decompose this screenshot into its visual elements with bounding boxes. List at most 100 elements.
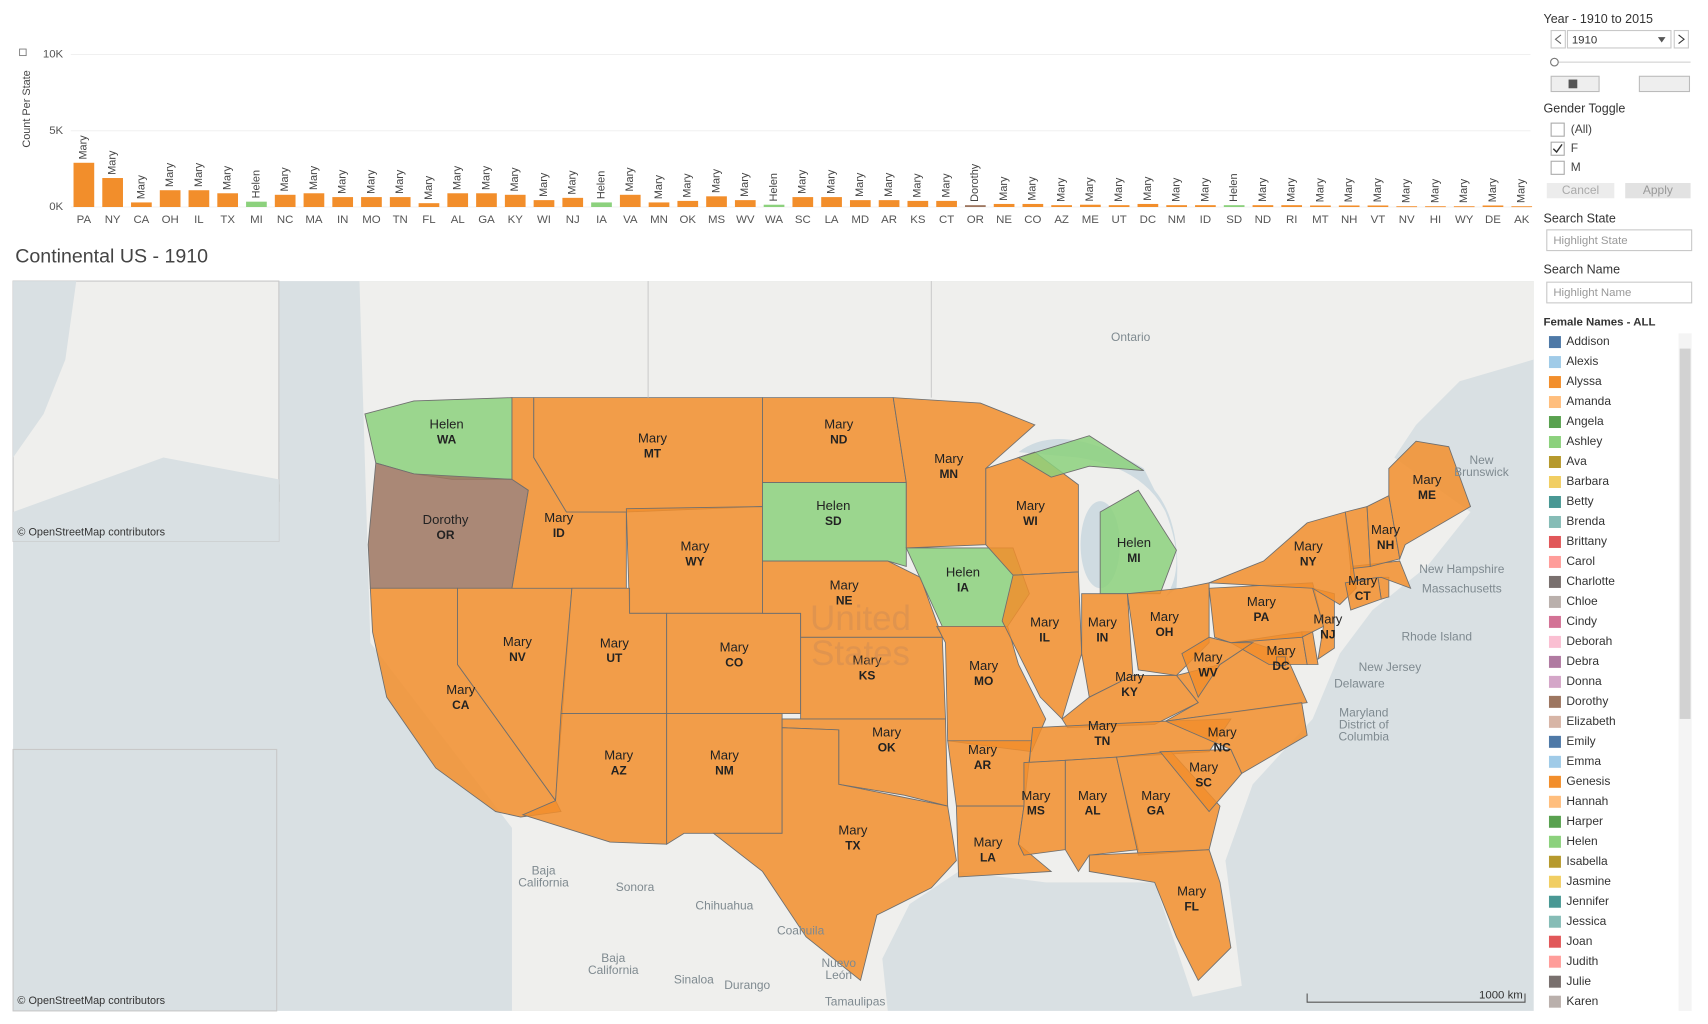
legend-label[interactable]: Brittany bbox=[1566, 534, 1607, 548]
legend-label[interactable]: Ashley bbox=[1566, 434, 1602, 448]
search-name-input[interactable] bbox=[1546, 281, 1693, 304]
state-shape[interactable] bbox=[1099, 489, 1177, 595]
legend-label[interactable]: Jasmine bbox=[1566, 874, 1611, 888]
checkbox[interactable] bbox=[1550, 141, 1565, 156]
state-shape[interactable] bbox=[1344, 576, 1382, 611]
slider-handle[interactable] bbox=[1550, 57, 1559, 67]
legend-swatch[interactable] bbox=[1548, 935, 1561, 948]
state-shape[interactable] bbox=[1017, 435, 1144, 478]
legend-label[interactable]: Charlotte bbox=[1566, 574, 1615, 588]
checkbox[interactable] bbox=[1550, 122, 1565, 137]
legend-swatch[interactable] bbox=[1548, 775, 1561, 788]
state-shape[interactable] bbox=[1208, 511, 1357, 606]
checkbox[interactable] bbox=[1550, 160, 1565, 175]
legend-label[interactable]: Judith bbox=[1566, 954, 1598, 968]
legend-swatch[interactable] bbox=[1548, 675, 1561, 688]
next-year[interactable] bbox=[1673, 29, 1689, 49]
legend-swatch[interactable] bbox=[1548, 595, 1561, 608]
legend-swatch[interactable] bbox=[1548, 915, 1561, 928]
legend-label[interactable]: Chloe bbox=[1566, 594, 1598, 608]
legend-label[interactable]: Alexis bbox=[1566, 354, 1598, 368]
legend-swatch[interactable] bbox=[1548, 895, 1561, 908]
legend-label[interactable]: Genesis bbox=[1566, 774, 1610, 788]
legend-label[interactable]: Dorothy bbox=[1566, 694, 1608, 708]
state-code-label: TX bbox=[845, 839, 860, 853]
legend-swatch[interactable] bbox=[1548, 376, 1561, 389]
legend-label[interactable]: Emma bbox=[1566, 754, 1601, 768]
legend-label[interactable]: Joan bbox=[1566, 934, 1592, 948]
legend-swatch[interactable] bbox=[1548, 835, 1561, 848]
legend-label[interactable]: Jennifer bbox=[1566, 894, 1609, 908]
legend-label[interactable]: Jessica bbox=[1566, 914, 1606, 928]
bar bbox=[1166, 205, 1187, 207]
legend-swatch[interactable] bbox=[1548, 795, 1561, 808]
legend-swatch[interactable] bbox=[1548, 535, 1561, 548]
prev-year[interactable] bbox=[1550, 29, 1566, 49]
cancel-button[interactable] bbox=[1546, 183, 1615, 199]
search-state-input[interactable] bbox=[1546, 229, 1693, 252]
legend-label[interactable]: Alyssa bbox=[1566, 374, 1602, 388]
legend-label[interactable]: Hannah bbox=[1566, 794, 1608, 808]
x-tick-label: AL bbox=[451, 214, 465, 226]
legend-swatch[interactable] bbox=[1548, 456, 1561, 468]
legend-swatch[interactable] bbox=[1548, 436, 1561, 449]
legend-label[interactable]: Addison bbox=[1566, 334, 1609, 348]
legend-label[interactable]: Angela bbox=[1566, 414, 1604, 428]
year-dropdown[interactable] bbox=[1566, 29, 1672, 49]
legend-swatch[interactable] bbox=[1548, 735, 1561, 748]
legend-swatch[interactable] bbox=[1548, 555, 1561, 568]
legend-swatch[interactable] bbox=[1548, 975, 1561, 988]
legend-label[interactable]: Donna bbox=[1566, 674, 1602, 688]
speed-buttons[interactable] bbox=[1638, 75, 1691, 93]
state-name-label: Dorothy bbox=[423, 512, 469, 527]
legend-label[interactable]: Harper bbox=[1566, 814, 1603, 828]
legend-label[interactable]: Julie bbox=[1566, 974, 1591, 988]
legend-swatch[interactable] bbox=[1548, 755, 1561, 768]
state-shape[interactable] bbox=[666, 713, 783, 846]
scroll-thumb[interactable] bbox=[1679, 348, 1691, 719]
legend-label[interactable]: Debra bbox=[1566, 654, 1599, 668]
legend-swatch[interactable] bbox=[1548, 575, 1561, 588]
legend-swatch[interactable] bbox=[1548, 356, 1561, 369]
legend-swatch[interactable] bbox=[1548, 875, 1561, 888]
legend-label[interactable]: Deborah bbox=[1566, 634, 1612, 648]
state-shape[interactable] bbox=[762, 482, 907, 568]
apply-button[interactable] bbox=[1625, 183, 1691, 199]
legend-label[interactable]: Helen bbox=[1566, 834, 1597, 848]
state-shape[interactable] bbox=[1388, 440, 1472, 561]
legend-label[interactable]: Brenda bbox=[1566, 514, 1605, 528]
legend-swatch[interactable] bbox=[1548, 475, 1561, 488]
legend-label[interactable]: Betty bbox=[1566, 494, 1593, 508]
legend-swatch[interactable] bbox=[1548, 396, 1561, 409]
legend-swatch[interactable] bbox=[1548, 995, 1561, 1008]
legend-label[interactable]: Amanda bbox=[1566, 394, 1611, 408]
state-shape[interactable] bbox=[1181, 636, 1255, 699]
legend-swatch[interactable] bbox=[1548, 495, 1561, 508]
state-shape[interactable] bbox=[1088, 849, 1232, 982]
legend-swatch[interactable] bbox=[1548, 416, 1561, 429]
legend-label[interactable]: Elizabeth bbox=[1566, 714, 1615, 728]
legend-swatch[interactable] bbox=[1548, 336, 1561, 349]
legend-label[interactable]: Karen bbox=[1566, 994, 1598, 1008]
legend-label[interactable]: Carol bbox=[1566, 554, 1595, 568]
legend-swatch[interactable] bbox=[1548, 695, 1561, 708]
legend-label[interactable]: Barbara bbox=[1566, 474, 1609, 488]
legend-label[interactable]: Ava bbox=[1566, 454, 1587, 468]
legend-label[interactable]: Isabella bbox=[1566, 854, 1608, 868]
legend-swatch[interactable] bbox=[1548, 815, 1561, 828]
legend-swatch[interactable] bbox=[1548, 655, 1561, 668]
state-shape[interactable] bbox=[1276, 656, 1286, 667]
state-shape[interactable] bbox=[712, 727, 957, 982]
state-shape[interactable] bbox=[955, 805, 1053, 878]
legend-swatch[interactable] bbox=[1548, 715, 1561, 728]
bar-name-label: Mary bbox=[1171, 177, 1183, 202]
legend-swatch[interactable] bbox=[1548, 635, 1561, 648]
legend-swatch[interactable] bbox=[1548, 515, 1561, 528]
state-shape[interactable] bbox=[1163, 702, 1308, 775]
legend-label[interactable]: Cindy bbox=[1566, 614, 1597, 628]
legend-swatch[interactable] bbox=[1548, 855, 1561, 868]
legend-label[interactable]: Emily bbox=[1566, 734, 1595, 748]
legend-swatch[interactable] bbox=[1548, 615, 1561, 628]
legend-swatch[interactable] bbox=[1548, 955, 1561, 968]
state-code-label: MO bbox=[974, 674, 993, 688]
